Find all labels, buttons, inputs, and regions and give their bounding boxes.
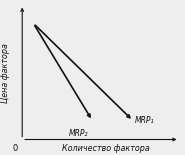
- Text: 0: 0: [12, 144, 17, 153]
- Text: MRP₁: MRP₁: [135, 116, 154, 125]
- Text: Цена фактора: Цена фактора: [1, 43, 10, 103]
- Text: Количество фактора: Количество фактора: [62, 144, 149, 153]
- Text: MRP₂: MRP₂: [68, 129, 88, 138]
